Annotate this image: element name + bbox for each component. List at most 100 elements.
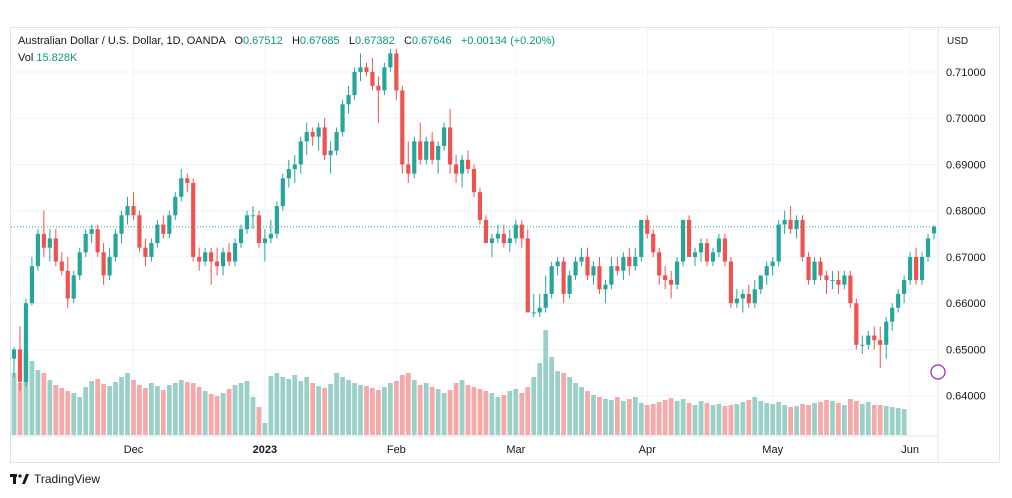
volume-bar (770, 404, 776, 435)
candle-body (531, 312, 536, 314)
candle (328, 141, 333, 174)
volume-bar (358, 385, 363, 435)
candle-body (471, 169, 477, 193)
volume-bar (495, 397, 501, 435)
candle (167, 210, 172, 239)
volume-bar (895, 408, 901, 435)
candle (465, 150, 471, 174)
candle-body (848, 275, 853, 304)
candle-body (812, 261, 817, 281)
candle-body (621, 256, 626, 271)
candle-body (752, 289, 757, 304)
candle (149, 238, 154, 262)
candle (603, 280, 608, 304)
candle (734, 289, 739, 308)
candle (890, 303, 895, 331)
volume-bar (119, 377, 124, 435)
volume-bar (513, 389, 519, 435)
volume-bar (579, 387, 584, 435)
tradingview-logo[interactable]: TradingView (10, 472, 100, 486)
candle-body (537, 307, 542, 313)
candle (203, 247, 208, 267)
candle (209, 247, 214, 285)
candle (710, 247, 716, 267)
grid (11, 28, 937, 435)
volume-bar (310, 383, 316, 435)
volume-bar (609, 400, 614, 435)
candle-body (854, 303, 859, 345)
candle-body (615, 266, 620, 271)
volume-bar (178, 380, 184, 435)
volume-bar (59, 388, 65, 435)
candle-body (256, 215, 262, 244)
candle-body (77, 252, 82, 276)
volume-bar (149, 383, 154, 435)
y-tick-label: 0.70000 (946, 113, 986, 125)
candle (567, 270, 572, 299)
volume-bar (125, 373, 130, 435)
candle-body (764, 266, 769, 276)
volume-bar (818, 402, 823, 435)
candle (376, 76, 381, 123)
volume-bar (776, 402, 782, 435)
candle-body (675, 261, 680, 285)
candle (925, 233, 931, 262)
alert-circle-icon[interactable] (930, 364, 946, 380)
candle (764, 261, 769, 285)
alert-marker[interactable] (930, 364, 946, 380)
axes: USD 0.64000 0.65000 0.66000 0.67000 0.68000 0… (10, 27, 986, 463)
candle-body (866, 335, 871, 345)
volume-bar (632, 397, 638, 435)
low-label: L (348, 35, 355, 47)
volume-bar (17, 383, 23, 435)
candle-body (149, 243, 154, 257)
candle-body (352, 71, 357, 96)
volume-bar (405, 373, 411, 435)
candle (752, 280, 757, 308)
candle (471, 164, 477, 197)
candle (340, 99, 345, 137)
candle (585, 247, 590, 281)
candle (489, 233, 495, 257)
volume-bar (184, 382, 190, 435)
candle-body (669, 280, 674, 285)
candle-body (334, 132, 339, 151)
volume-bar (166, 385, 172, 435)
candle (215, 247, 220, 276)
candle (902, 275, 907, 304)
volume-bar (274, 373, 280, 435)
candle (226, 243, 232, 267)
candle-body (788, 219, 793, 230)
candle (794, 215, 799, 239)
low-value: 0.67382 (354, 35, 395, 47)
volume-bar (220, 393, 226, 435)
volume-bar (387, 383, 393, 435)
candle (11, 347, 17, 378)
candle (812, 256, 817, 285)
candle (23, 298, 29, 387)
candle (878, 326, 883, 368)
candle-body (477, 192, 483, 220)
volume-bar (435, 389, 441, 435)
candle (477, 187, 483, 225)
volume-bar (662, 400, 668, 435)
candle (406, 141, 411, 183)
candle (573, 256, 578, 281)
volume-bar (614, 397, 620, 435)
candle (418, 122, 423, 165)
candle (35, 229, 40, 271)
volume-bar (680, 399, 686, 435)
candle (860, 335, 865, 355)
volume-bar (800, 404, 805, 435)
candle (382, 62, 387, 96)
y-tick-label: 0.69000 (946, 159, 986, 171)
candle-body (340, 104, 345, 133)
volume-bar (871, 405, 877, 435)
volume-bar (95, 379, 101, 435)
candle-body (651, 233, 656, 253)
volume-bar (561, 373, 566, 435)
volume-bar (101, 384, 106, 435)
tradingview-logo-icon (10, 474, 29, 484)
candle (65, 256, 70, 308)
